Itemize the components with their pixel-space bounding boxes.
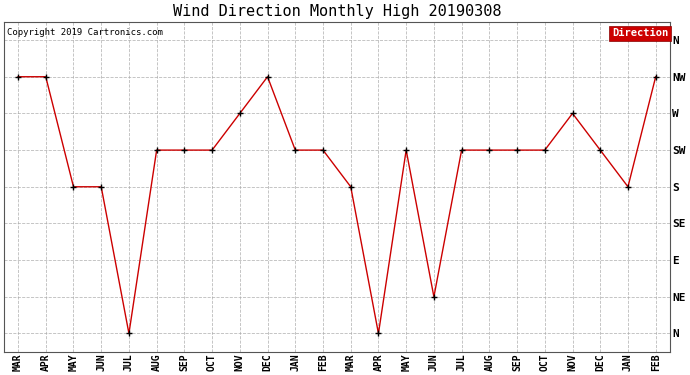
Title: Wind Direction Monthly High 20190308: Wind Direction Monthly High 20190308	[172, 4, 501, 19]
Text: Direction: Direction	[612, 28, 668, 38]
Text: Copyright 2019 Cartronics.com: Copyright 2019 Cartronics.com	[8, 28, 164, 38]
